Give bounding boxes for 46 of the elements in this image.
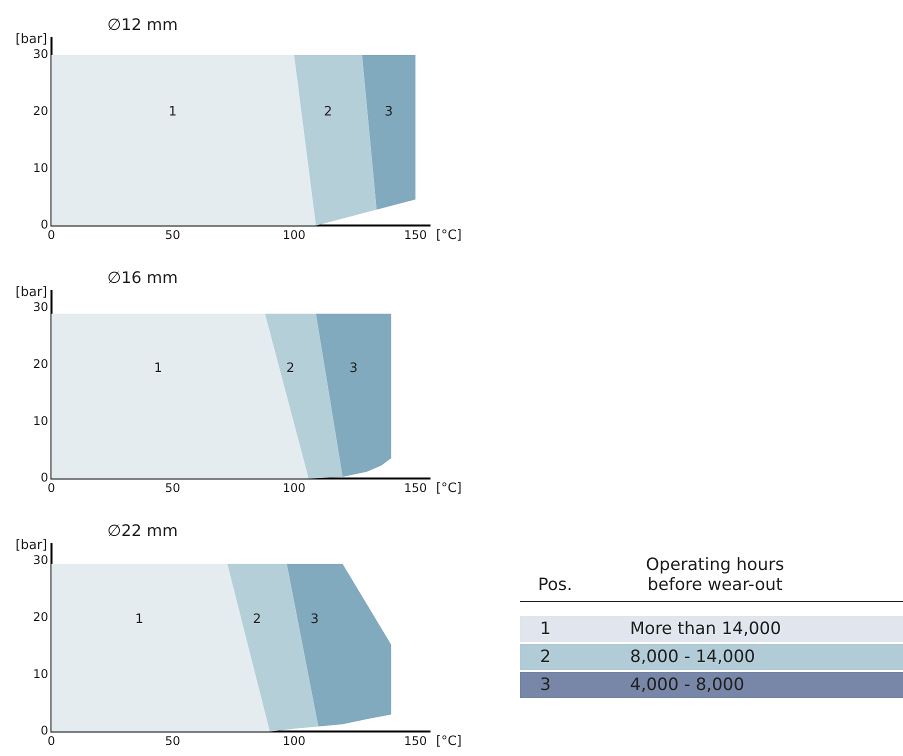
x-tick-label: 150 — [404, 228, 427, 242]
y-axis-title: [bar] — [16, 284, 48, 300]
y-tick-label: 20 — [32, 610, 48, 624]
category-label: 2 — [539, 647, 552, 667]
series-label: 1 — [154, 361, 162, 376]
y-tick-label: 30 — [32, 553, 48, 568]
text: 8,000 - 14,000 — [630, 647, 756, 667]
chart-title: ∅16 mm — [107, 268, 178, 288]
y-tick-label: 10 — [32, 414, 48, 428]
text: 4,000 - 8,000 — [630, 675, 744, 695]
x-axis-title: [°C] — [436, 734, 462, 749]
y-axis-title: [bar] — [16, 32, 48, 47]
text: Pos. — [537, 575, 574, 595]
y-axis-title: [bar] — [16, 538, 48, 553]
text: More than 14,000 — [630, 619, 782, 639]
y-tick-label: 30 — [32, 47, 48, 62]
series-label: 2 — [252, 612, 262, 628]
x-tick-label: 100 — [282, 480, 306, 495]
y-tick-label: 20 — [32, 104, 48, 118]
series-label: 3 — [310, 612, 319, 628]
y-tick-label: 30 — [32, 300, 48, 314]
series-label: 1 — [135, 612, 144, 628]
chart-title: ∅12 mm — [107, 15, 178, 34]
x-tick-label: 100 — [282, 734, 306, 748]
y-tick-label: 20 — [32, 357, 48, 372]
category-label: 1 — [539, 619, 552, 639]
series-label: 1 — [168, 104, 177, 120]
x-tick-label: 150 — [404, 734, 427, 748]
y-tick-label: 0 — [40, 724, 48, 738]
x-axis-title: [°C] — [436, 228, 462, 243]
text: Operating hours before wear-out — [644, 555, 786, 595]
y-tick-label: 10 — [32, 666, 48, 681]
x-tick-label: 100 — [282, 228, 306, 242]
y-tick-label: 0 — [40, 218, 48, 232]
series-label: 2 — [324, 104, 332, 120]
chart-title: ∅22 mm — [107, 521, 178, 540]
y-tick-label: 0 — [40, 470, 48, 485]
x-tick-label: 50 — [165, 480, 180, 495]
x-tick-label: 50 — [165, 734, 180, 748]
series-label: 3 — [349, 361, 358, 376]
x-tick-label: 50 — [165, 228, 180, 242]
category-label: 3 — [539, 675, 552, 695]
series-label: 2 — [286, 361, 295, 376]
y-tick-label: 10 — [32, 160, 48, 175]
x-tick-label: 150 — [404, 480, 427, 495]
x-axis-title: [°C] — [436, 480, 462, 496]
